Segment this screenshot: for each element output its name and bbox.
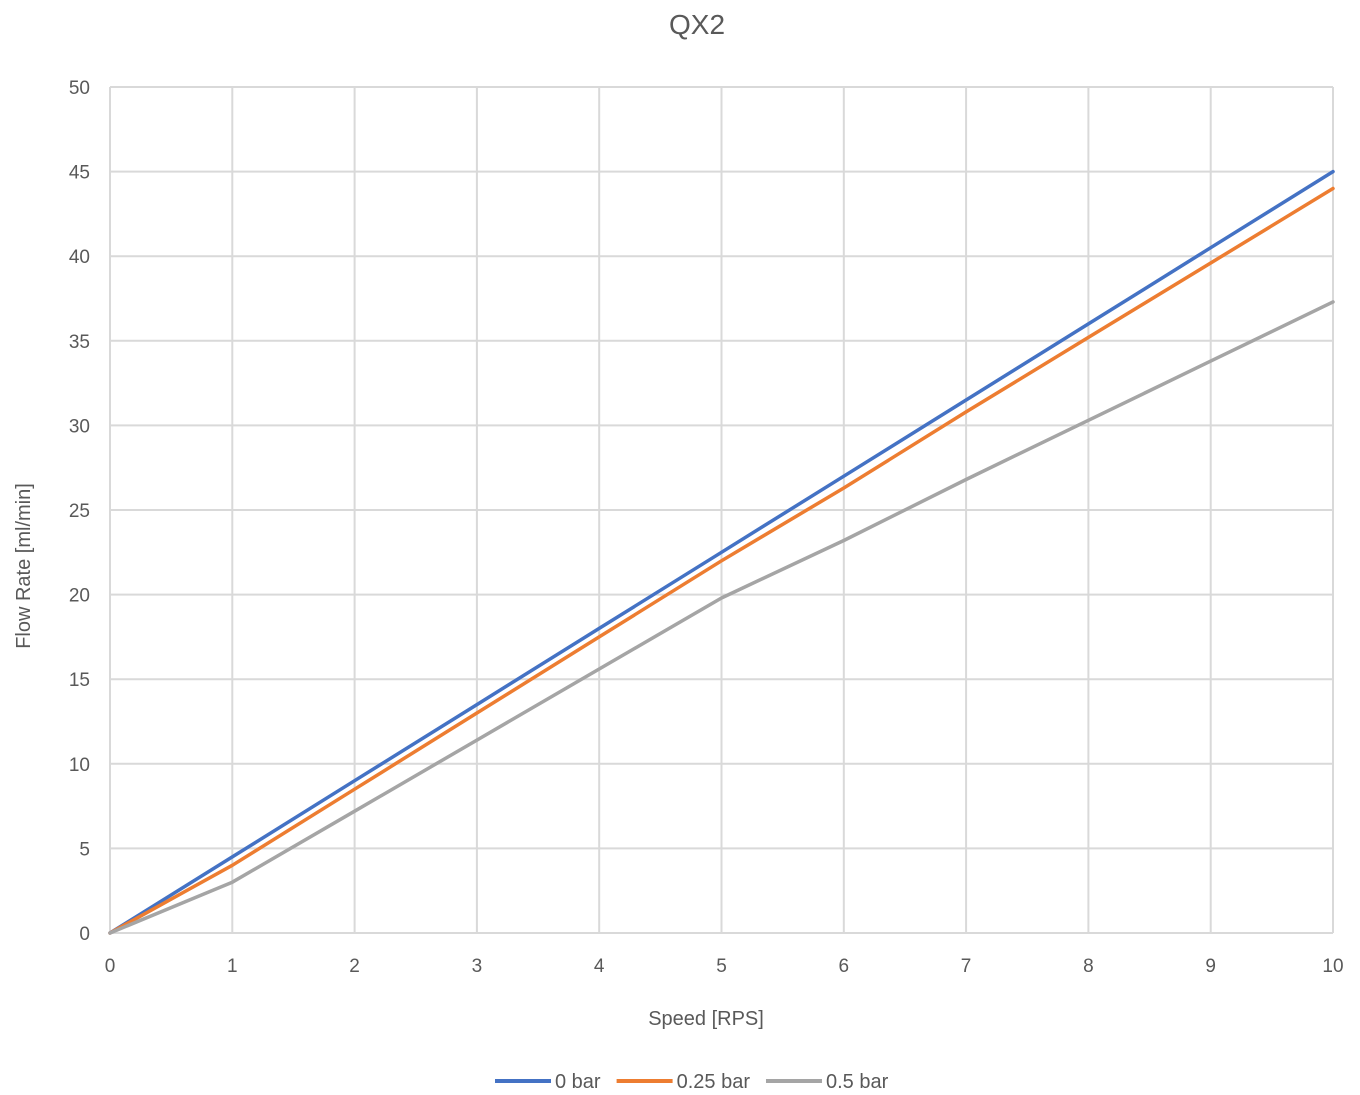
legend-label: 0 bar [555,1071,601,1093]
y-tick-label: 0 [79,924,90,945]
x-tick-label: 8 [1083,956,1094,977]
x-tick-label: 5 [716,956,727,977]
series-line-2 [108,300,1335,935]
x-axis-label: Speed [RPS] [648,1008,764,1030]
y-tick-label: 5 [79,839,90,860]
y-tick-label: 45 [69,163,90,184]
legend: 0 bar 0.25 bar 0.5 bar [495,1071,889,1093]
y-tick-label: 50 [69,78,90,99]
x-tick-label: 10 [1322,956,1343,977]
x-tick-label: 2 [349,956,360,977]
y-tick-label: 25 [69,501,90,522]
y-axis-ticks: 0 5 10 15 20 25 30 35 40 45 50 [69,78,90,945]
legend-label: 0.25 bar [677,1071,751,1093]
series-line-1 [108,186,1335,935]
y-tick-label: 30 [69,416,90,437]
chart-title: QX2 [669,9,725,40]
y-tick-label: 15 [69,670,90,691]
legend-label: 0.5 bar [826,1071,889,1093]
x-tick-label: 3 [472,956,483,977]
y-tick-label: 35 [69,332,90,353]
x-tick-label: 0 [105,956,116,977]
x-tick-label: 6 [839,956,850,977]
x-tick-label: 1 [227,956,238,977]
x-tick-label: 9 [1205,956,1216,977]
x-tick-label: 4 [594,956,605,977]
y-tick-label: 10 [69,755,90,776]
series-line-0 [108,169,1335,935]
y-tick-label: 40 [69,247,90,268]
y-tick-label: 20 [69,586,90,607]
legend-item-0: 0 bar [495,1071,601,1093]
y-axis-label: Flow Rate [ml/min] [13,483,35,649]
x-axis-ticks: 0 1 2 3 4 5 6 7 8 9 10 [105,956,1344,977]
legend-item-1: 0.25 bar [616,1071,751,1093]
legend-item-2: 0.5 bar [765,1071,889,1093]
x-tick-label: 7 [961,956,972,977]
series-lines [108,169,1335,935]
grid [109,86,1334,934]
